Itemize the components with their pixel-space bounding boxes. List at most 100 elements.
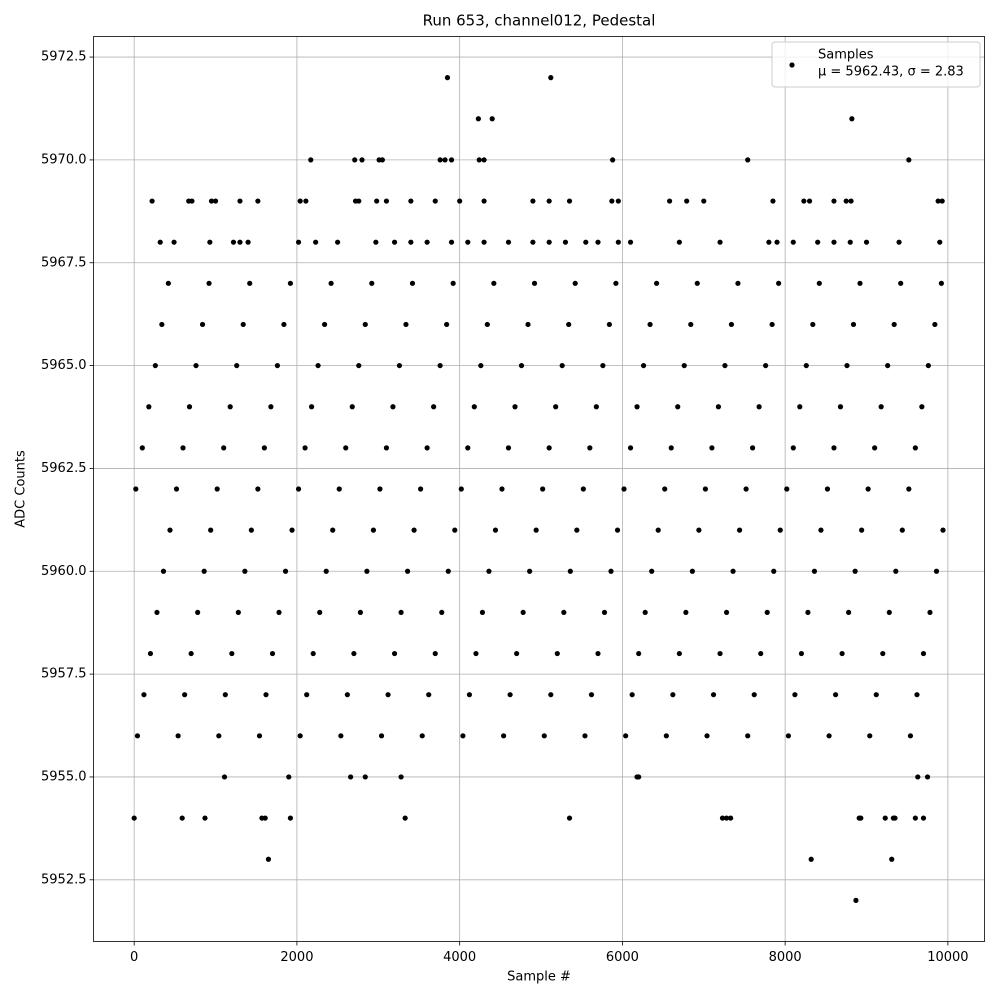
point xyxy=(263,692,269,698)
point xyxy=(745,157,751,163)
point xyxy=(304,692,310,698)
point xyxy=(899,527,905,533)
point xyxy=(844,362,850,369)
point xyxy=(609,198,615,204)
point xyxy=(408,198,414,204)
point xyxy=(491,280,497,286)
point xyxy=(848,198,854,204)
point xyxy=(489,116,495,122)
point xyxy=(171,239,177,245)
point xyxy=(432,198,438,204)
point xyxy=(675,404,681,410)
point xyxy=(328,280,334,286)
point xyxy=(898,280,904,286)
point xyxy=(505,239,512,245)
point xyxy=(364,568,370,574)
point xyxy=(391,239,398,245)
point xyxy=(808,856,814,862)
point xyxy=(206,280,212,286)
point xyxy=(167,527,173,533)
point xyxy=(439,609,445,616)
point xyxy=(432,650,438,657)
point xyxy=(321,321,328,328)
point xyxy=(317,609,323,616)
point xyxy=(444,75,451,81)
point xyxy=(227,404,233,410)
x-tick-label: 0 xyxy=(130,950,138,965)
point xyxy=(481,239,487,245)
point xyxy=(892,815,898,821)
point xyxy=(920,815,927,821)
point xyxy=(867,733,873,739)
point xyxy=(403,321,409,328)
legend-marker xyxy=(789,62,795,68)
point xyxy=(458,486,464,492)
point xyxy=(501,733,507,739)
point xyxy=(920,650,927,657)
point xyxy=(886,609,892,616)
point xyxy=(758,650,764,657)
point xyxy=(180,445,186,451)
point xyxy=(627,445,634,451)
point xyxy=(471,404,477,410)
point xyxy=(925,362,931,369)
point xyxy=(281,321,287,328)
point xyxy=(518,362,525,369)
point xyxy=(562,239,569,245)
point xyxy=(289,527,295,533)
point xyxy=(803,362,809,369)
point xyxy=(255,486,261,492)
point xyxy=(683,609,689,616)
y-tick-label: 5952.5 xyxy=(41,872,87,887)
point xyxy=(276,609,282,616)
point xyxy=(330,527,336,533)
point xyxy=(627,239,634,245)
point xyxy=(303,198,309,204)
point xyxy=(655,527,661,533)
point xyxy=(450,280,456,286)
point xyxy=(237,198,243,204)
point xyxy=(221,774,228,780)
point xyxy=(896,239,902,245)
point xyxy=(466,692,473,698)
point xyxy=(769,321,775,328)
point xyxy=(308,404,315,410)
point xyxy=(831,239,837,245)
point xyxy=(408,239,414,245)
point xyxy=(269,650,276,657)
point xyxy=(546,239,552,245)
point xyxy=(287,280,294,286)
point xyxy=(396,362,403,369)
point xyxy=(475,116,481,122)
point xyxy=(676,650,682,657)
point xyxy=(710,692,717,698)
point xyxy=(647,321,653,328)
point xyxy=(242,568,248,574)
point xyxy=(149,198,155,204)
point xyxy=(749,445,756,451)
point xyxy=(784,486,790,492)
point xyxy=(457,198,463,204)
point xyxy=(891,321,897,328)
point xyxy=(745,733,751,739)
point xyxy=(939,198,945,204)
point xyxy=(546,198,552,204)
point xyxy=(546,445,552,451)
point xyxy=(763,362,769,369)
point xyxy=(315,362,321,369)
point xyxy=(872,445,878,451)
point xyxy=(696,527,702,533)
point xyxy=(681,362,687,369)
point xyxy=(843,198,849,204)
point xyxy=(670,692,676,698)
point xyxy=(613,280,619,286)
point xyxy=(717,650,723,657)
point xyxy=(873,692,879,698)
point xyxy=(404,568,411,574)
point xyxy=(424,445,430,451)
point xyxy=(636,650,642,657)
point xyxy=(173,486,180,492)
point xyxy=(907,733,914,739)
point xyxy=(593,404,599,410)
